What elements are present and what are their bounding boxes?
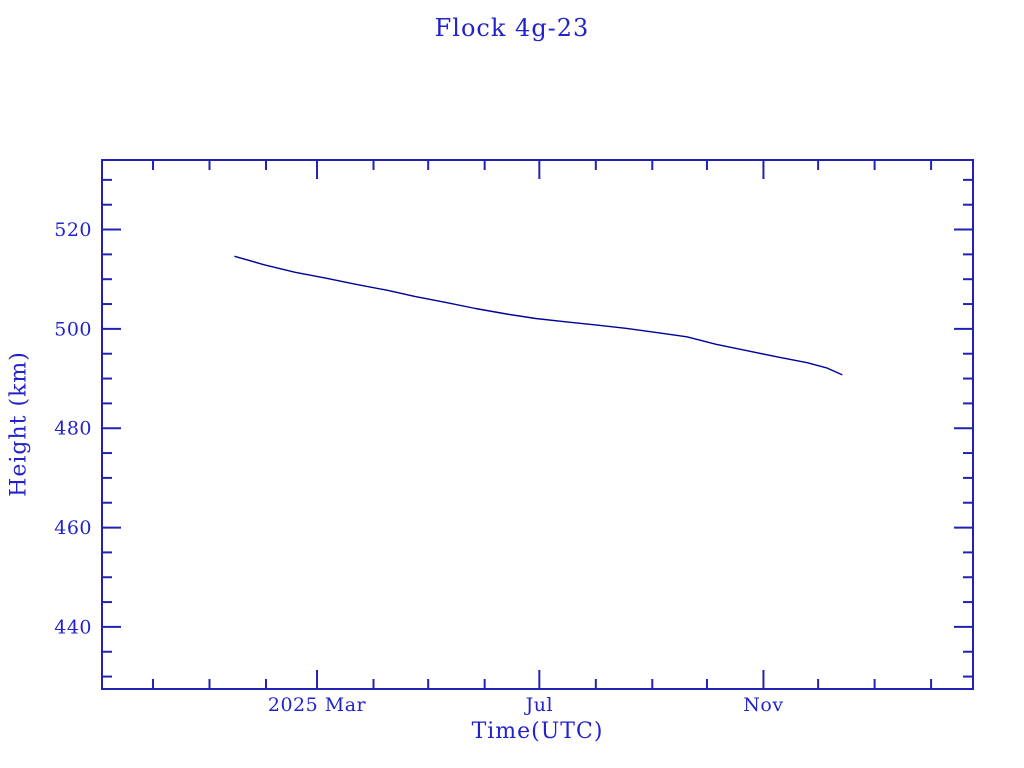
x-tick-label: Nov bbox=[743, 694, 783, 716]
y-tick-label: 500 bbox=[54, 318, 92, 340]
axis-frame bbox=[101, 159, 974, 690]
x-tick-label: 2025 Mar bbox=[268, 694, 367, 716]
y-tick-label: 460 bbox=[54, 517, 92, 539]
y-axis-label: Height (km) bbox=[6, 351, 32, 497]
y-tick-label: 520 bbox=[54, 219, 92, 241]
x-tick-label: Jul bbox=[524, 694, 553, 716]
x-axis-label: Time(UTC) bbox=[471, 719, 604, 744]
y-tick-label: 480 bbox=[54, 418, 92, 440]
chart-title: Flock 4g-23 bbox=[434, 14, 590, 42]
height-curve bbox=[234, 255, 843, 376]
y-tick-label: 440 bbox=[54, 616, 92, 638]
